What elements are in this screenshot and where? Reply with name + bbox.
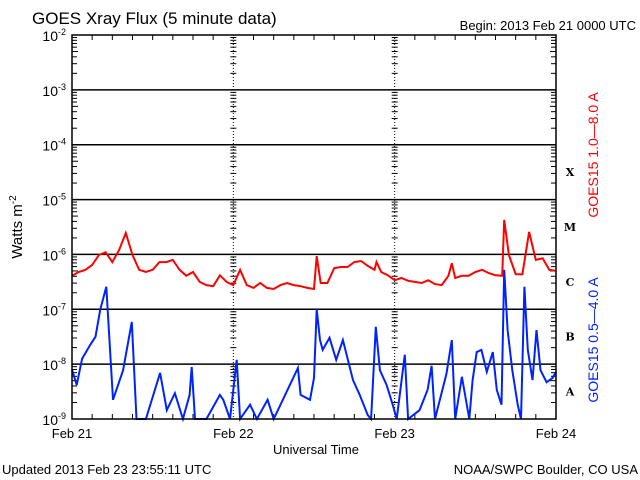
y-tick-label: 10-9: [42, 411, 66, 428]
series-line-goes15-short: [71, 269, 557, 423]
y-tick-exponent: -2: [58, 27, 66, 37]
chart-title: GOES Xray Flux (5 minute data): [32, 9, 277, 28]
x-tick-label: Feb 22: [213, 426, 253, 441]
y-tick-label: 10-3: [42, 82, 66, 99]
credit-label: NOAA/SWPC Boulder, CO USA: [454, 462, 639, 477]
updated-timestamp: Updated 2013 Feb 23 23:55:11 UTC: [2, 462, 211, 477]
y-tick-label: 10-8: [42, 356, 66, 373]
x-tick-label: Feb 24: [536, 426, 576, 441]
y-tick-exponent: -5: [58, 192, 66, 202]
y-tick-exponent: -9: [58, 411, 66, 421]
flare-class-labels: X M C B A: [564, 166, 576, 398]
y-tick-base: 10: [42, 138, 58, 154]
x-tick-label: Feb 23: [374, 426, 414, 441]
y-axis-label-sup: -2: [8, 195, 19, 204]
y-tick-label: 10-2: [42, 27, 66, 44]
x-tick-labels: Feb 21 Feb 22 Feb 23 Feb 24: [52, 426, 576, 441]
y-tick-label: 10-7: [42, 301, 66, 318]
y-tick-label: 10-5: [42, 192, 66, 209]
axis-ticks: [72, 35, 556, 419]
plot-frame: [71, 34, 557, 420]
y-axis-label: Watts m-2: [8, 195, 26, 259]
flare-class-label: X: [566, 166, 575, 179]
y-tick-base: 10: [42, 247, 58, 263]
y-tick-label: 10-6: [42, 246, 66, 263]
y-axis-label-text: Watts m: [9, 204, 26, 258]
y-tick-exponent: -4: [58, 137, 66, 147]
flare-class-label: B: [565, 331, 574, 344]
series-lines: [71, 219, 557, 423]
y-tick-base: 10: [42, 83, 58, 99]
legend-goes15-short: GOES15 0.5—4.0 A: [585, 277, 601, 403]
y-tick-base: 10: [42, 357, 58, 373]
y-tick-exponent: -8: [58, 356, 66, 366]
flare-class-label: C: [566, 276, 575, 289]
y-tick-labels: 10-210-310-410-510-610-710-810-9: [42, 27, 66, 428]
y-tick-base: 10: [42, 193, 58, 209]
series-line-goes15-long: [71, 219, 557, 291]
flare-class-label: A: [565, 386, 575, 399]
y-tick-base: 10: [42, 28, 58, 44]
legend-goes15-long: GOES15 1.0—8.0 A: [585, 92, 601, 218]
y-tick-exponent: -3: [58, 82, 66, 92]
y-tick-exponent: -7: [58, 301, 66, 311]
y-tick-base: 10: [42, 302, 58, 318]
begin-label: Begin: 2013 Feb 21 0000 UTC: [460, 18, 636, 33]
y-tick-exponent: -6: [58, 246, 66, 256]
x-axis-label: Universal Time: [273, 442, 359, 457]
y-tick-base: 10: [42, 412, 58, 428]
x-tick-label: Feb 21: [52, 426, 92, 441]
flare-class-label: M: [564, 221, 576, 234]
y-tick-label: 10-4: [42, 137, 66, 154]
